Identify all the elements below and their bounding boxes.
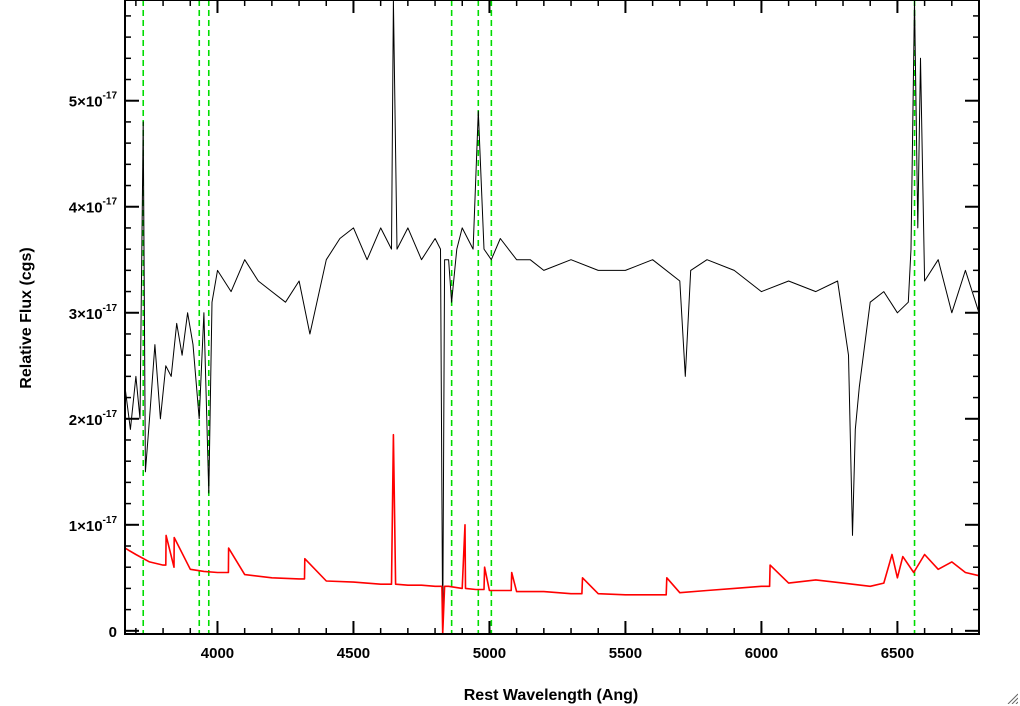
x-tick-label-4: 6000: [745, 645, 778, 662]
x-axis-label: Rest Wavelength (Ang): [464, 687, 639, 704]
y-tick-label-3: 3×10-17: [69, 303, 118, 323]
axes: 4000 4500 5000 5500 6000 6500 0 1×10-17 2×10-17 3…: [69, 0, 980, 662]
y-tick-label-1: 1×10-17: [69, 515, 118, 535]
y-tick-label-0: 0: [109, 624, 117, 641]
x-tick-label-5: 6500: [881, 645, 914, 662]
x-tick-label-2: 5000: [473, 645, 506, 662]
x-tick-label-1: 4500: [337, 645, 370, 662]
y-axis-label: Relative Flux (cgs): [18, 247, 35, 388]
y-tick-label-2: 2×10-17: [69, 409, 118, 429]
emission-line-markers: [142, 0, 916, 634]
spectrum-series-1: [124, 433, 980, 635]
resize-grip-icon[interactable]: [1006, 692, 1018, 704]
plot-frame: [124, 0, 980, 635]
y-tick-label-5: 5×10-17: [69, 91, 118, 111]
series-layer: [124, 0, 980, 635]
spectrum-series-0: [124, 0, 980, 635]
x-tick-label-0: 4000: [201, 645, 234, 662]
x-tick-label-3: 5500: [609, 645, 642, 662]
y-tick-label-4: 4×10-17: [69, 197, 118, 217]
